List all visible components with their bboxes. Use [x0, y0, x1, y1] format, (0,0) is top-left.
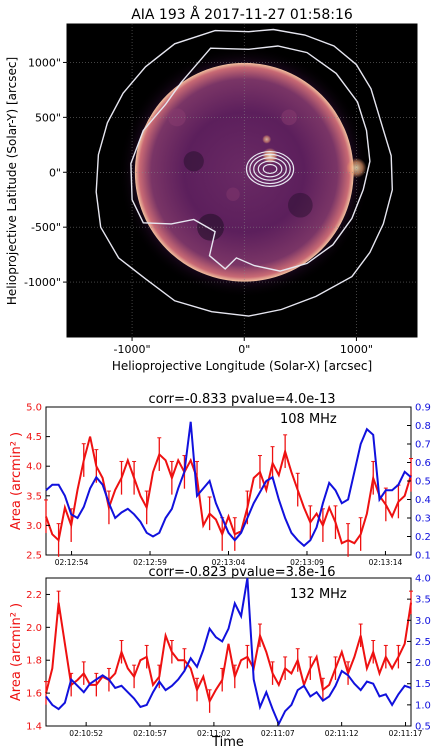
panel2-right-tick-label-0: 0.1 — [415, 551, 431, 562]
image-y-tick-label-3: -500" — [31, 221, 61, 234]
panel2-left-tick-label-1: 3.0 — [26, 521, 42, 532]
inner-contour — [130, 45, 371, 272]
disk-feature-1 — [262, 134, 272, 144]
panel2-right-tick-label-2: 0.3 — [415, 514, 431, 525]
panel2-right-tick-label-1: 0.2 — [415, 532, 431, 543]
source-contour-0 — [262, 163, 278, 175]
image-y-ticks: 1000" 500" 0" -500" -1000" — [24, 56, 67, 289]
disk-feature-8 — [226, 187, 240, 201]
panel3-left-tick-label-4: 2.2 — [26, 590, 42, 601]
image-y-tick-label-0: 1000" — [28, 56, 61, 69]
outer-contour — [95, 28, 394, 317]
panel3-left-tick-label-2: 1.8 — [26, 656, 42, 667]
panel2-x-tick-label-4: 02:13:14 — [369, 558, 403, 567]
image-x-tick-label-1: 0" — [238, 343, 250, 356]
image-y-tick-label-2: 0" — [49, 166, 61, 179]
image-x-ticks: -1000" 0" 1000" — [114, 337, 373, 356]
source-contour-3 — [249, 153, 291, 185]
panel2-right-tick-label-7: 0.8 — [415, 421, 431, 432]
panel3-right-tick-label-5: 3.0 — [415, 616, 431, 627]
solar-image-panel: AIA 193 Å 2017-11-27 01:58:16 -1000" 0" 10… — [5, 6, 418, 373]
panel3-left-tick-label-0: 1.4 — [26, 722, 42, 733]
panel3-series — [44, 577, 413, 727]
panel3-frame — [45, 577, 412, 727]
image-x-tick-label-0: -1000" — [114, 343, 151, 356]
panel2-blue-line — [45, 421, 412, 548]
panel2-annotation: 108 MHz — [280, 412, 337, 427]
image-y-tick-label-4: -1000" — [24, 276, 61, 289]
image-y-label: Helioprojective Latitude (Solar-Y) [arcs… — [5, 57, 19, 305]
panel2-left-tick-label-2: 3.5 — [26, 491, 42, 502]
source-contour-2 — [253, 157, 287, 181]
panel2-axes: 2.5 3.0 3.5 4.0 4.5 5.0 0.1 0.2 0.3 0.4 0.5 0.6 0.7 0… — [26, 403, 431, 568]
compact-source-contours — [245, 150, 295, 187]
disk-feature-6 — [167, 108, 186, 127]
image-title: AIA 193 Å 2017-11-27 01:58:16 — [131, 6, 353, 23]
timeseries-108mhz-panel: corr=-0.833 pvalue=4.0e-13 2.5 3.0 3.5 4.0 4… — [9, 392, 431, 567]
panel2-right-tick-label-5: 0.6 — [415, 458, 431, 469]
disk-feature-4 — [183, 151, 204, 172]
panel3-x-tick-label-0: 02:10:52 — [69, 729, 103, 738]
panel3-right-tick-label-1: 1.0 — [415, 700, 431, 711]
panel2-title: corr=-0.833 pvalue=4.0e-13 — [148, 392, 335, 407]
panel3-right-tick-label-6: 3.5 — [415, 595, 431, 606]
panel2-left-tick-label-5: 5.0 — [26, 403, 42, 414]
panel3-x-label: Time — [211, 735, 244, 750]
panel2-left-tick-label-0: 2.5 — [26, 551, 42, 562]
image-frame — [66, 23, 418, 338]
panel3-title: corr=-0.823 pvalue=3.8e-16 — [148, 565, 335, 580]
panel3-right-tick-label-2: 1.5 — [415, 679, 431, 690]
panel2-left-tick-label-4: 4.5 — [26, 432, 42, 443]
panel2-x-tick-label-3: 02:13:09 — [290, 558, 324, 567]
panel3-x-tick-label-3: 02:11:07 — [261, 729, 295, 738]
disk-feature-3 — [197, 213, 225, 241]
disk-texture — [167, 108, 367, 241]
panel2-left-tick-label-3: 4.0 — [26, 462, 42, 473]
image-y-tick-label-1: 500" — [35, 111, 61, 124]
panel3-y-label: Area (arcmin² ) — [9, 603, 24, 701]
disk-feature-2 — [346, 157, 367, 178]
panel3-x-tick-label-5: 02:11:17 — [389, 729, 423, 738]
panel2-x-tick-label-1: 02:12:59 — [133, 558, 167, 567]
panel2-right-tick-label-3: 0.4 — [415, 495, 431, 506]
image-x-tick-label-2: 1000" — [340, 343, 373, 356]
panel2-x-tick-label-0: 02:12:54 — [55, 558, 89, 567]
panel2-right-tick-label-6: 0.7 — [415, 440, 431, 451]
panel3-left-tick-label-3: 2.0 — [26, 623, 42, 634]
panel3-annotation: 132 MHz — [290, 587, 347, 602]
timeseries-132mhz-panel: corr=-0.823 pvalue=3.8e-16 1.4 1.6 1.8 2.0 2… — [9, 565, 431, 750]
panel3-blue-line — [45, 577, 412, 727]
panel3-right-tick-label-4: 2.5 — [415, 637, 431, 648]
source-contour-4 — [245, 150, 295, 187]
panel3-right-tick-label-3: 2.0 — [415, 658, 431, 669]
panel2-right-tick-label-4: 0.5 — [415, 477, 431, 488]
panel2-x-tick-label-2: 02:13:04 — [212, 558, 246, 567]
panel3-axes: 1.4 1.6 1.8 2.0 2.2 0.5 1.0 1.5 2.0 2.5 3.0 3.5 4.0 0… — [26, 574, 431, 739]
panel2-y-label: Area (arcmin² ) — [9, 432, 24, 530]
panel3-right-tick-label-0: 0.5 — [415, 722, 431, 733]
panel2-right-tick-label-8: 0.9 — [415, 403, 431, 414]
panel3-left-tick-label-1: 1.6 — [26, 689, 42, 700]
disk-feature-5 — [287, 192, 313, 218]
panel3-x-tick-label-2: 02:11:02 — [197, 729, 231, 738]
panel3-x-tick-label-4: 02:11:12 — [325, 729, 359, 738]
panel3-right-tick-label-7: 4.0 — [415, 574, 431, 585]
source-contour-1 — [257, 160, 283, 178]
panel2-series — [44, 421, 413, 557]
image-x-label: Helioprojective Longitude (Solar-X) [arc… — [112, 359, 372, 373]
panel3-x-tick-label-1: 02:10:57 — [133, 729, 167, 738]
